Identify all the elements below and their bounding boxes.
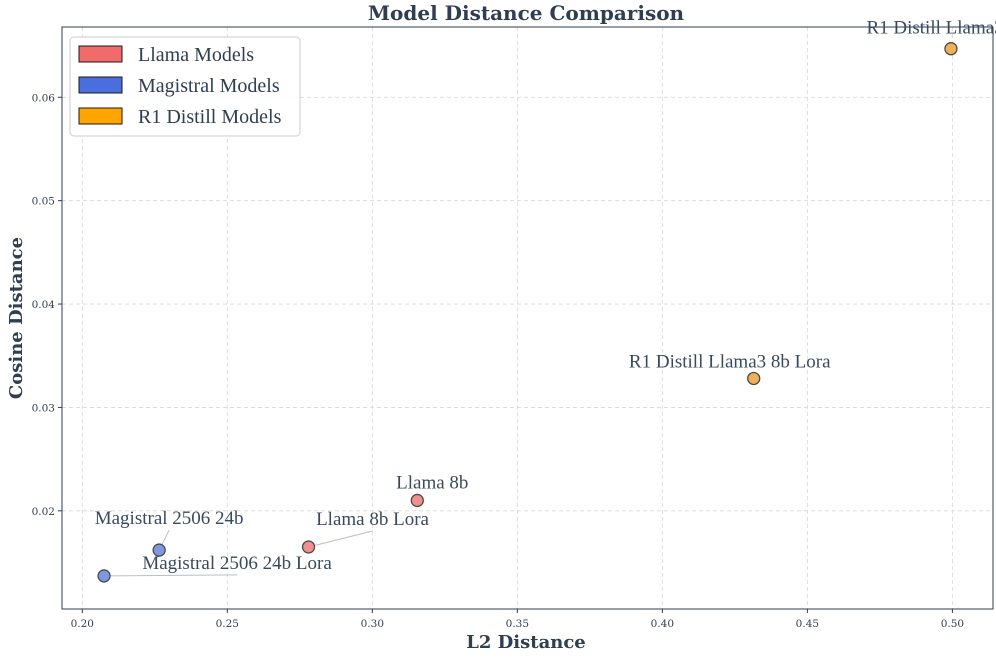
y-tick-label: 0.04: [32, 299, 56, 311]
data-point: [152, 543, 166, 557]
y-tick-label: 0.02: [32, 506, 55, 518]
label-connector: [308, 530, 373, 548]
legend-swatch: [78, 76, 123, 94]
data-point: [97, 569, 111, 583]
data-point-label: Magistral 2506 24b Lora: [142, 553, 332, 574]
legend-label: Magistral Models: [138, 75, 280, 97]
label-layer: R1 Distill Llama3 8b R1 Distill Llama3 8b…: [95, 18, 996, 574]
label-connector: [104, 574, 238, 577]
y-tick-label: 0.03: [32, 402, 55, 414]
y-tick-label: 0.05: [32, 196, 55, 208]
y-axis-label: Cosine Distance: [6, 237, 27, 399]
data-point-label: R1 Distill Llama3 8b: [866, 18, 996, 39]
data-point-label: Magistral 2506 24b: [95, 508, 244, 529]
data-point-label: Llama 8b: [396, 472, 468, 493]
data-point-label: Llama 8b Lora: [316, 509, 429, 530]
legend: Llama Models Magistral Models R1 Distill M…: [69, 36, 301, 137]
legend-label: R1 Distill Models: [138, 106, 282, 128]
x-tick-label: 0.30: [361, 618, 384, 630]
data-point: [410, 493, 424, 508]
data-point: [944, 42, 958, 56]
data-point-label: R1 Distill Llama3 8b Lora: [629, 351, 831, 372]
x-axis-label: L2 Distance: [466, 632, 586, 653]
chart-title: Model Distance Comparison: [368, 1, 685, 25]
tick-layer: 0.20 0.25 0.30 0.35 0.40 0.45 0.50 0.02 0.03 0.04…: [32, 92, 964, 630]
grid-layer: [62, 27, 993, 609]
x-tick-label: 0.35: [506, 618, 529, 630]
point-layer: [97, 42, 958, 583]
plot-frame: [61, 26, 994, 610]
x-tick-label: 0.45: [796, 618, 819, 630]
y-tick-label: 0.06: [32, 92, 56, 104]
data-point: [301, 540, 316, 554]
x-tick-label: 0.40: [651, 618, 674, 630]
x-tick-label: 0.50: [941, 618, 964, 630]
data-point: [747, 371, 761, 386]
x-tick-label: 0.25: [216, 618, 239, 630]
legend-box: [69, 36, 301, 137]
legend-swatch: [78, 45, 123, 63]
legend-swatch: [78, 107, 123, 125]
x-tick-label: 0.20: [71, 618, 94, 630]
legend-label: Llama Models: [138, 44, 254, 66]
